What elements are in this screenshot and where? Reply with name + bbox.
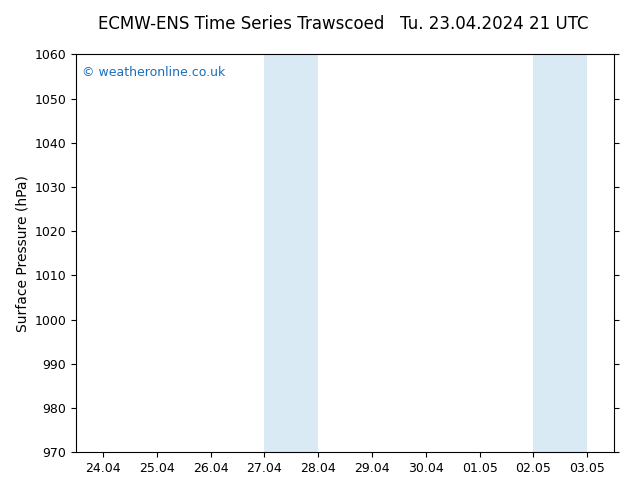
Text: ECMW-ENS Time Series Trawscoed: ECMW-ENS Time Series Trawscoed	[98, 15, 384, 33]
Text: Tu. 23.04.2024 21 UTC: Tu. 23.04.2024 21 UTC	[400, 15, 589, 33]
Bar	[533, 54, 587, 452]
Y-axis label: Surface Pressure (hPa): Surface Pressure (hPa)	[15, 175, 29, 332]
Bar	[264, 54, 318, 452]
Text: © weatheronline.co.uk: © weatheronline.co.uk	[82, 66, 225, 79]
